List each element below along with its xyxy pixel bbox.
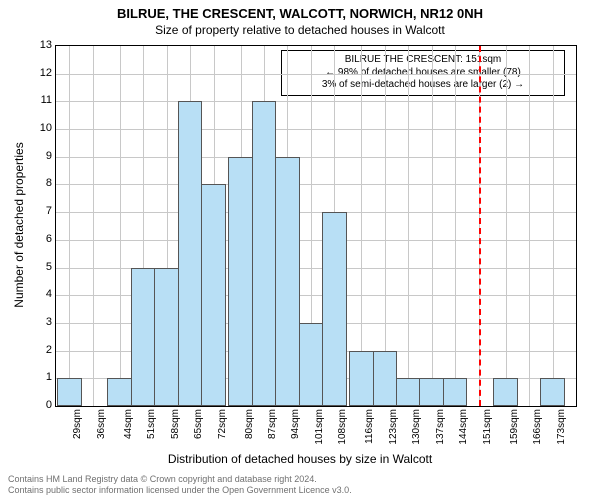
gridline-v (529, 46, 530, 406)
histogram-bar (443, 378, 467, 406)
annotation-line-3: 3% of semi-detached houses are larger (2… (287, 79, 559, 92)
histogram-bar (154, 268, 178, 406)
x-tick-label: 151sqm (482, 409, 493, 445)
y-tick-label: 13 (28, 39, 52, 51)
x-tick-label: 80sqm (244, 409, 255, 439)
gridline-h (56, 101, 576, 102)
y-tick-label: 4 (28, 288, 52, 300)
plot-area: BILRUE THE CRESCENT: 151sqm ← 98% of det… (55, 45, 577, 407)
chart-title: BILRUE, THE CRESCENT, WALCOTT, NORWICH, … (0, 0, 600, 21)
gridline-v (408, 46, 409, 406)
gridline-v (553, 46, 554, 406)
x-tick-label: 87sqm (267, 409, 278, 439)
gridline-h (56, 129, 576, 130)
histogram-bar (493, 378, 517, 406)
y-tick-label: 8 (28, 177, 52, 189)
y-tick-label: 2 (28, 344, 52, 356)
gridline-v (455, 46, 456, 406)
annotation-line-1: BILRUE THE CRESCENT: 151sqm (287, 54, 559, 67)
y-tick-label: 5 (28, 261, 52, 273)
histogram-bar (299, 323, 323, 406)
gridline-h (56, 157, 576, 158)
chart-subtitle: Size of property relative to detached ho… (0, 21, 600, 37)
x-tick-label: 159sqm (509, 409, 520, 445)
gridline-h (56, 74, 576, 75)
y-tick-label: 1 (28, 371, 52, 383)
property-marker-line (479, 46, 481, 406)
x-tick-label: 29sqm (72, 409, 83, 439)
y-tick-label: 9 (28, 150, 52, 162)
histogram-bar (57, 378, 81, 406)
histogram-bar (373, 351, 397, 406)
x-tick-label: 58sqm (170, 409, 181, 439)
footer-line-1: Contains HM Land Registry data © Crown c… (8, 474, 352, 485)
y-axis-label: Number of detached properties (12, 142, 26, 307)
x-tick-label: 173sqm (556, 409, 567, 445)
x-tick-label: 144sqm (458, 409, 469, 445)
y-tick-label: 7 (28, 205, 52, 217)
histogram-bar (322, 212, 346, 406)
x-tick-label: 166sqm (532, 409, 543, 445)
y-tick-label: 3 (28, 316, 52, 328)
x-tick-label: 51sqm (146, 409, 157, 439)
histogram-bar (275, 157, 299, 406)
gridline-v (69, 46, 70, 406)
x-axis-label: Distribution of detached houses by size … (0, 452, 600, 466)
x-tick-label: 116sqm (364, 409, 375, 444)
y-tick-label: 12 (28, 67, 52, 79)
histogram-bar (396, 378, 420, 406)
x-tick-label: 36sqm (96, 409, 107, 439)
y-tick-label: 11 (28, 94, 52, 106)
x-tick-label: 130sqm (411, 409, 422, 445)
histogram-bar (252, 101, 276, 406)
x-tick-label: 137sqm (435, 409, 446, 445)
gridline-h (56, 212, 576, 213)
x-tick-label: 101sqm (314, 409, 325, 445)
x-tick-label: 108sqm (337, 409, 348, 445)
histogram-bar (178, 101, 202, 406)
x-tick-label: 72sqm (217, 409, 228, 439)
histogram-bar (201, 184, 225, 406)
y-tick-label: 0 (28, 399, 52, 411)
x-tick-label: 94sqm (290, 409, 301, 439)
histogram-bar (349, 351, 373, 406)
histogram-bar (107, 378, 131, 406)
y-tick-label: 6 (28, 233, 52, 245)
chart-container: BILRUE, THE CRESCENT, WALCOTT, NORWICH, … (0, 0, 600, 500)
y-tick-label: 10 (28, 122, 52, 134)
gridline-v (93, 46, 94, 406)
histogram-bar (419, 378, 443, 406)
gridline-v (432, 46, 433, 406)
gridline-h (56, 240, 576, 241)
x-tick-label: 65sqm (193, 409, 204, 439)
gridline-v (120, 46, 121, 406)
footer-attribution: Contains HM Land Registry data © Crown c… (8, 474, 352, 496)
gridline-h (56, 184, 576, 185)
gridline-v (506, 46, 507, 406)
histogram-bar (131, 268, 155, 406)
histogram-bar (540, 378, 564, 406)
histogram-bar (228, 157, 252, 406)
footer-line-2: Contains public sector information licen… (8, 485, 352, 496)
x-tick-label: 44sqm (123, 409, 134, 439)
x-tick-label: 123sqm (388, 409, 399, 445)
